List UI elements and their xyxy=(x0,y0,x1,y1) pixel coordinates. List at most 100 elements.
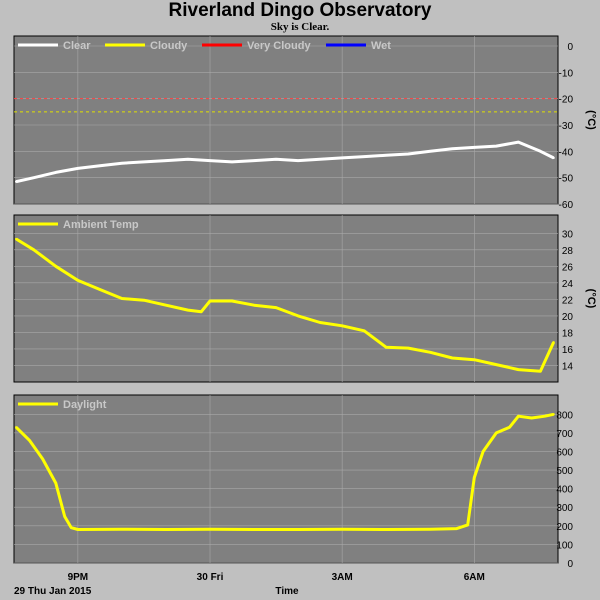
data-point xyxy=(15,237,18,241)
data-point xyxy=(32,176,36,179)
data-point xyxy=(481,450,485,453)
data-point xyxy=(230,299,234,303)
data-point xyxy=(252,528,256,531)
data-point xyxy=(120,297,124,300)
data-point xyxy=(530,416,533,420)
data-point xyxy=(495,363,498,366)
data-point xyxy=(539,370,542,373)
y-tick-label: 26 xyxy=(562,262,574,273)
chart-panel-1: 0 -10 -20 -30 -40 -50 -60 (°C) Clear Cloudy Very C… xyxy=(13,35,597,211)
data-point xyxy=(186,158,190,161)
data-point xyxy=(539,150,542,153)
data-point xyxy=(98,288,102,291)
data-point xyxy=(318,321,322,324)
data-point xyxy=(208,527,212,531)
data-point xyxy=(208,299,212,303)
plot-area xyxy=(13,214,559,383)
legend-label: Ambient Temp xyxy=(63,219,139,231)
y-tick-label: -60 xyxy=(559,200,574,211)
chart-panel-2: 30 28 26 24 22 20 18 16 14 (°C) Ambient Temp xyxy=(13,214,597,383)
y-tick-label: 16 xyxy=(562,345,574,356)
data-point xyxy=(543,414,546,418)
data-point xyxy=(455,527,458,530)
y-tick-label: 400 xyxy=(556,485,573,496)
data-point xyxy=(76,167,80,170)
data-point xyxy=(429,351,432,354)
data-point xyxy=(54,171,58,174)
data-point xyxy=(473,358,476,361)
data-point xyxy=(362,329,366,332)
data-point xyxy=(552,413,555,416)
y-tick-label: 500 xyxy=(556,466,573,477)
page-title: Riverland Dingo Observatory xyxy=(168,0,432,21)
y-axis-unit: (°C) xyxy=(585,289,597,309)
data-point xyxy=(552,156,555,160)
data-point xyxy=(429,150,432,153)
data-point xyxy=(385,154,388,157)
data-point xyxy=(451,147,454,150)
data-point xyxy=(318,158,322,161)
data-point xyxy=(274,158,278,161)
data-point xyxy=(296,159,300,162)
data-point xyxy=(429,527,432,531)
y-tick-label: 20 xyxy=(562,312,574,323)
data-point xyxy=(164,303,168,307)
plot-area xyxy=(13,35,559,205)
data-point xyxy=(54,265,58,268)
y-tick-label: 100 xyxy=(556,540,573,551)
sky-status: Sky is Clear. xyxy=(270,21,330,33)
y-tick-label: 200 xyxy=(556,522,573,533)
data-point xyxy=(517,368,520,371)
y-tick-label: 0 xyxy=(567,42,573,53)
chart-panel-3: 800 700 600 500 400 300 200 100 0 Daylight xyxy=(13,394,573,570)
data-point xyxy=(41,457,44,461)
data-point xyxy=(362,155,366,158)
data-point xyxy=(252,303,256,307)
data-point xyxy=(63,515,66,518)
data-point xyxy=(186,308,190,312)
data-point xyxy=(517,414,520,418)
data-point xyxy=(15,426,18,429)
y-tick-label: 30 xyxy=(562,229,574,240)
y-tick-label: 14 xyxy=(562,361,574,372)
data-point xyxy=(28,439,31,442)
y-tick-label: 800 xyxy=(556,410,573,421)
y-tick-label: -50 xyxy=(559,174,574,185)
data-point xyxy=(70,526,73,529)
data-point xyxy=(98,164,102,168)
y-tick-label: 22 xyxy=(562,295,574,306)
data-point xyxy=(552,341,555,344)
y-tick-label: 18 xyxy=(562,328,574,339)
data-point xyxy=(76,528,80,531)
legend-label: Very Cloudy xyxy=(247,40,311,52)
y-tick-label: 600 xyxy=(556,447,573,458)
y-tick-label: -40 xyxy=(559,147,574,158)
data-point xyxy=(208,159,212,162)
data-point xyxy=(385,528,388,531)
y-tick-label: 700 xyxy=(556,429,573,440)
data-point xyxy=(296,528,300,531)
data-point xyxy=(274,306,278,309)
y-axis-unit: (°C) xyxy=(585,110,597,130)
y-tick-label: -20 xyxy=(559,95,574,106)
data-point xyxy=(466,523,469,527)
data-point xyxy=(340,324,344,328)
data-point xyxy=(54,481,58,485)
data-point xyxy=(164,528,168,531)
y-tick-label: 300 xyxy=(556,503,573,514)
y-tick-label: 24 xyxy=(562,279,574,290)
data-point xyxy=(473,476,476,479)
data-point xyxy=(252,159,256,162)
data-point xyxy=(495,431,498,435)
data-point xyxy=(407,346,410,350)
data-point xyxy=(340,527,344,531)
legend-label: Wet xyxy=(371,40,391,52)
y-tick-label: 0 xyxy=(567,559,573,570)
data-point xyxy=(508,426,511,429)
x-tick-label: 6AM xyxy=(464,572,485,583)
y-tick-label: -10 xyxy=(559,68,574,79)
data-point xyxy=(473,146,476,149)
data-point xyxy=(385,346,388,349)
x-axis-label: Time xyxy=(275,586,299,597)
